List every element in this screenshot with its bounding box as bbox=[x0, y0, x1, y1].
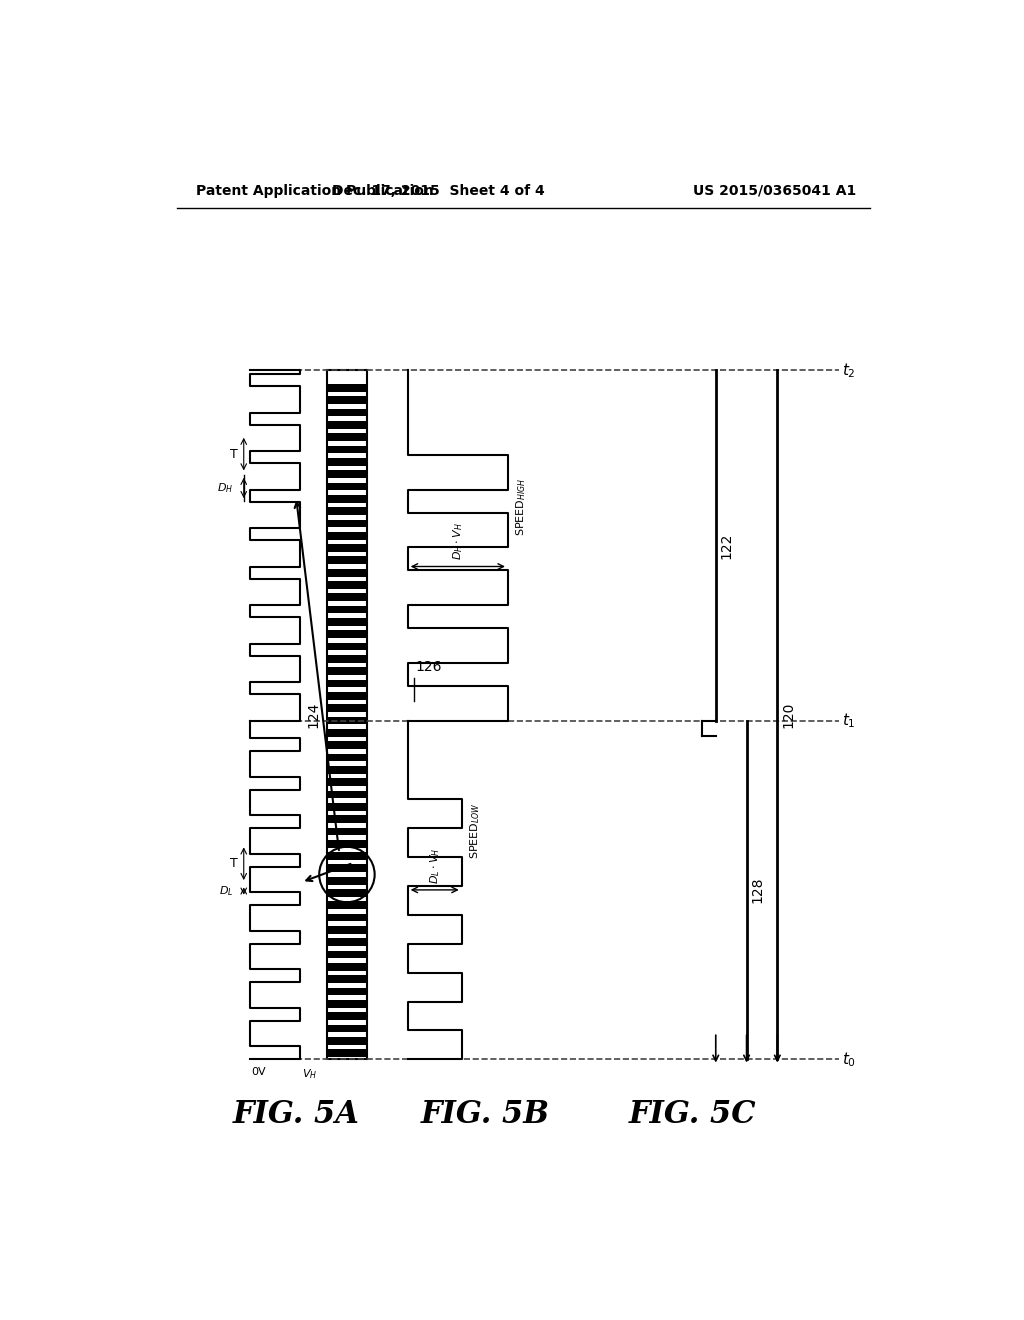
Bar bbox=[327, 370, 367, 1059]
Bar bbox=[328, 680, 367, 688]
Text: FIG. 5A: FIG. 5A bbox=[232, 1100, 359, 1130]
Bar bbox=[328, 409, 367, 416]
Bar bbox=[328, 692, 367, 700]
Bar bbox=[328, 1024, 367, 1032]
Bar bbox=[328, 495, 367, 503]
Text: T: T bbox=[229, 857, 238, 870]
Bar bbox=[328, 446, 367, 453]
Bar bbox=[328, 532, 367, 540]
Bar bbox=[328, 1049, 367, 1057]
Text: Patent Application Publication: Patent Application Publication bbox=[196, 183, 434, 198]
Bar bbox=[328, 987, 367, 995]
Bar bbox=[328, 569, 367, 577]
Text: 126: 126 bbox=[416, 660, 442, 673]
Bar bbox=[328, 1001, 367, 1007]
Text: US 2015/0365041 A1: US 2015/0365041 A1 bbox=[692, 183, 856, 198]
Bar bbox=[328, 828, 367, 836]
Bar bbox=[328, 742, 367, 748]
Bar bbox=[328, 643, 367, 651]
Bar bbox=[328, 458, 367, 466]
Text: T: T bbox=[229, 447, 238, 461]
Bar bbox=[328, 729, 367, 737]
Text: $V_H$: $V_H$ bbox=[301, 1067, 316, 1081]
Bar bbox=[328, 470, 367, 478]
Bar bbox=[328, 668, 367, 675]
Text: $t_1$: $t_1$ bbox=[842, 711, 856, 730]
Text: 120: 120 bbox=[781, 701, 796, 727]
Bar bbox=[328, 705, 367, 711]
Bar bbox=[328, 939, 367, 946]
Bar bbox=[328, 853, 367, 859]
Text: FIG. 5B: FIG. 5B bbox=[420, 1100, 549, 1130]
Bar bbox=[328, 421, 367, 429]
Bar bbox=[328, 507, 367, 515]
Text: SPEED$_{HIGH}$: SPEED$_{HIGH}$ bbox=[514, 478, 527, 536]
Text: Dec. 17, 2015  Sheet 4 of 4: Dec. 17, 2015 Sheet 4 of 4 bbox=[332, 183, 545, 198]
Bar bbox=[328, 1038, 367, 1044]
Bar bbox=[328, 902, 367, 909]
Text: 0V: 0V bbox=[252, 1067, 266, 1077]
Text: $D_L \cdot V_H$: $D_L \cdot V_H$ bbox=[428, 847, 441, 884]
Bar bbox=[328, 557, 367, 564]
Bar bbox=[328, 840, 367, 847]
Text: SPEED$_{LOW}$: SPEED$_{LOW}$ bbox=[468, 803, 481, 859]
Bar bbox=[328, 655, 367, 663]
Text: FIG. 5C: FIG. 5C bbox=[629, 1100, 757, 1130]
Bar bbox=[328, 876, 367, 884]
Text: $t_0$: $t_0$ bbox=[842, 1049, 856, 1069]
Text: 124: 124 bbox=[307, 701, 321, 727]
Text: $D_L$: $D_L$ bbox=[218, 884, 233, 898]
Bar bbox=[328, 766, 367, 774]
Bar bbox=[328, 384, 367, 392]
Bar bbox=[328, 606, 367, 614]
Bar bbox=[328, 779, 367, 785]
Bar bbox=[328, 594, 367, 601]
Text: $D_H \cdot V_H$: $D_H \cdot V_H$ bbox=[451, 523, 465, 561]
Bar bbox=[328, 433, 367, 441]
Bar bbox=[328, 581, 367, 589]
Bar bbox=[328, 631, 367, 638]
Bar bbox=[328, 816, 367, 822]
Bar bbox=[328, 483, 367, 490]
Text: $D_H$: $D_H$ bbox=[217, 480, 233, 495]
Bar bbox=[328, 717, 367, 725]
Bar bbox=[328, 865, 367, 873]
Bar bbox=[328, 754, 367, 762]
Text: 122: 122 bbox=[720, 532, 733, 558]
Bar bbox=[328, 791, 367, 799]
Bar bbox=[328, 913, 367, 921]
Bar bbox=[328, 975, 367, 983]
Bar bbox=[328, 927, 367, 933]
Bar bbox=[328, 544, 367, 552]
Bar bbox=[328, 618, 367, 626]
Bar bbox=[328, 964, 367, 970]
Text: $t_2$: $t_2$ bbox=[842, 360, 856, 380]
Bar bbox=[328, 803, 367, 810]
Bar bbox=[328, 1012, 367, 1020]
Bar bbox=[328, 950, 367, 958]
Bar bbox=[328, 890, 367, 896]
Bar bbox=[328, 396, 367, 404]
Bar bbox=[328, 520, 367, 527]
Text: 128: 128 bbox=[751, 876, 764, 903]
